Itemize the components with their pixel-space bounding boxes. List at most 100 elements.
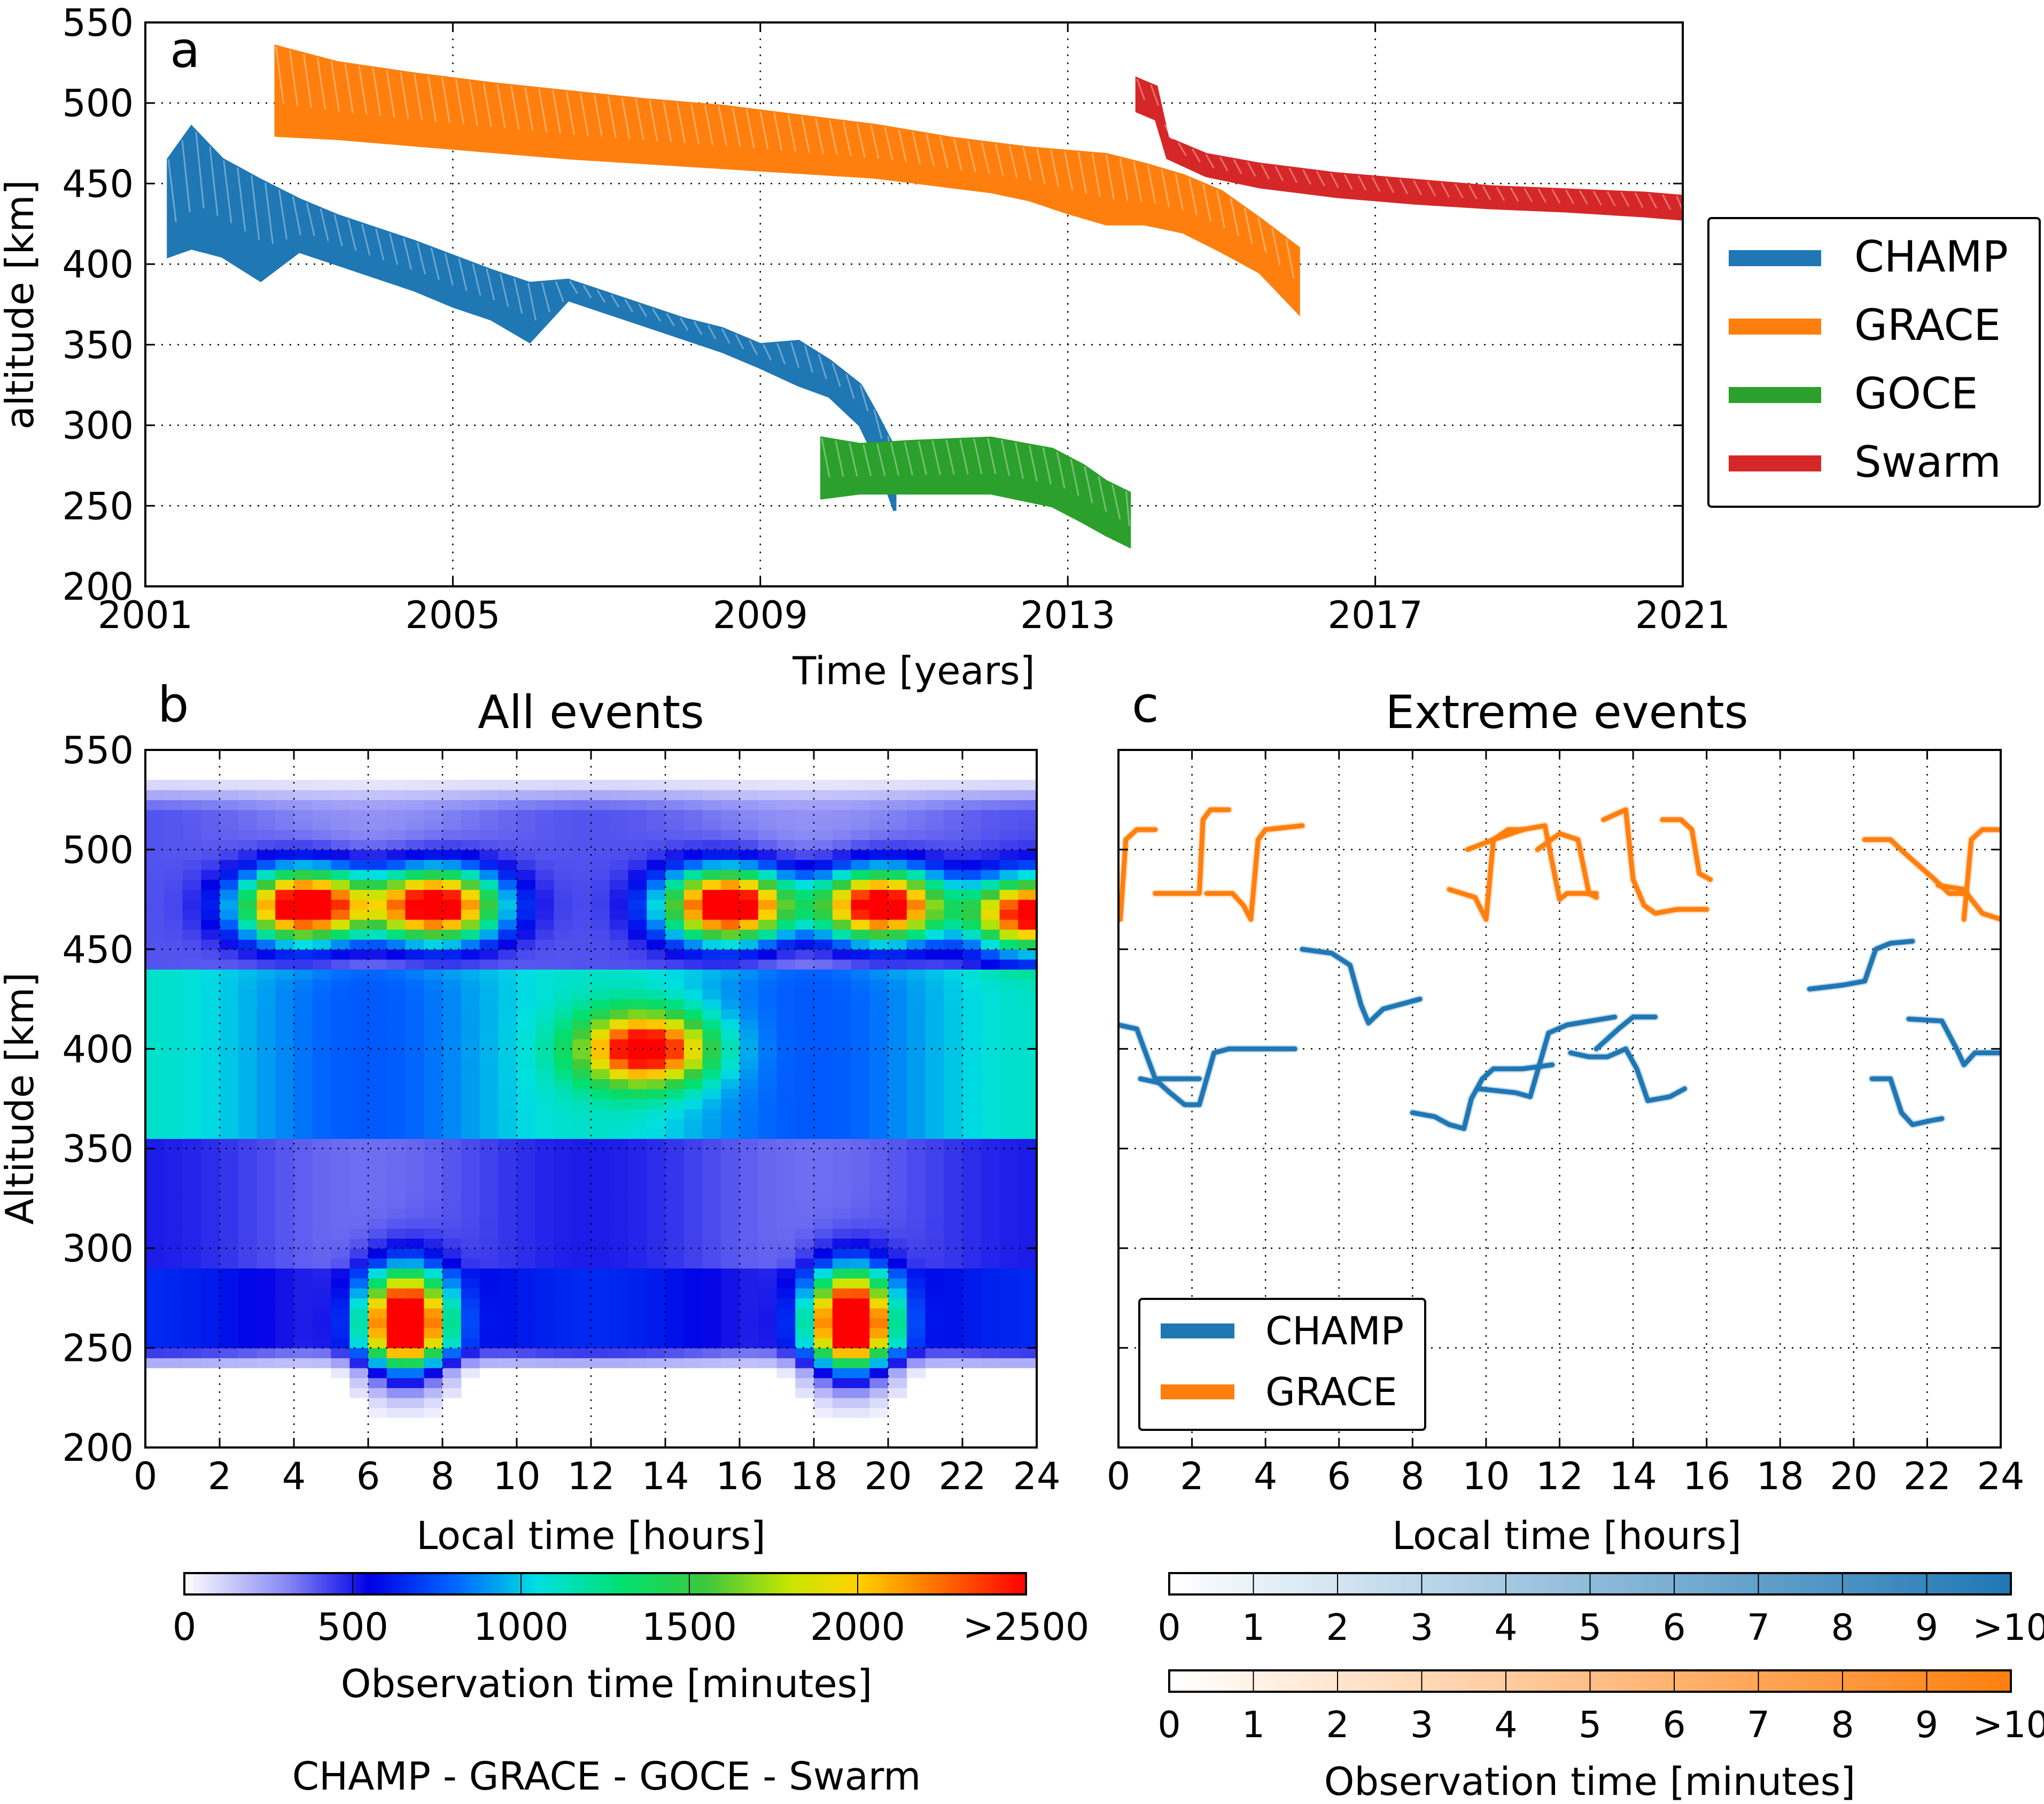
- heatmap-cell: [424, 1158, 443, 1169]
- heatmap-cell: [572, 939, 592, 950]
- heatmap-cell: [647, 1188, 666, 1199]
- heatmap-cell: [572, 779, 592, 791]
- heatmap-cell: [776, 1058, 796, 1070]
- heatmap-cell: [740, 889, 759, 900]
- heatmap-cell: [479, 1318, 499, 1328]
- heatmap-cell: [869, 779, 889, 791]
- heatmap-cell: [999, 889, 1019, 900]
- heatmap-cell: [683, 939, 703, 950]
- heatmap-cell: [461, 1228, 480, 1239]
- heatmap-cell: [424, 1248, 443, 1259]
- heatmap-cell: [683, 1128, 703, 1139]
- heatmap-cell: [517, 1278, 536, 1289]
- heatmap-cell: [405, 1088, 424, 1100]
- heatmap-cell: [554, 869, 573, 880]
- heatmap-cell: [740, 809, 759, 820]
- colorbar-b-tick-label: 1500: [642, 1605, 737, 1649]
- heatmap-cell: [331, 1009, 350, 1020]
- heatmap-cell: [962, 949, 982, 960]
- heatmap-cell: [888, 1367, 907, 1379]
- heatmap-cell: [925, 1058, 944, 1070]
- heatmap-cell: [944, 860, 963, 870]
- heatmap-cell: [554, 1188, 573, 1199]
- heatmap-cell: [145, 989, 165, 1000]
- heatmap-cell: [869, 1058, 889, 1070]
- heatmap-cell: [164, 1248, 183, 1259]
- heatmap-cell: [851, 969, 870, 980]
- heatmap-cell: [312, 1079, 332, 1089]
- heatmap-cell: [665, 1178, 685, 1189]
- heatmap-cell: [981, 789, 1000, 800]
- heatmap-cell: [795, 1358, 814, 1368]
- heatmap-cell: [869, 830, 889, 840]
- heatmap-cell: [832, 830, 852, 840]
- panel-c-xlabel: Local time [hours]: [1392, 1513, 1742, 1558]
- heatmap-cell: [869, 1178, 889, 1189]
- heatmap-cell: [220, 1168, 239, 1179]
- heatmap-cell: [647, 1069, 666, 1079]
- heatmap-cell: [1018, 1039, 1037, 1049]
- heatmap-cell: [832, 1128, 852, 1139]
- heatmap-cell: [740, 1308, 759, 1319]
- heatmap-cell: [294, 789, 313, 800]
- heatmap-cell: [758, 1258, 778, 1269]
- heatmap-cell: [665, 1158, 685, 1169]
- heatmap-cell: [572, 1318, 592, 1328]
- heatmap-cell: [962, 1029, 982, 1040]
- heatmap-cell: [461, 1358, 480, 1368]
- heatmap-cell: [665, 1188, 685, 1199]
- heatmap-cell: [702, 1188, 721, 1199]
- heatmap-cell: [535, 1058, 555, 1070]
- heatmap-cell: [442, 1208, 462, 1219]
- heatmap-cell: [851, 1268, 870, 1279]
- heatmap-cell: [386, 1367, 406, 1379]
- heatmap-cell: [461, 800, 480, 810]
- heatmap-cell: [758, 1058, 778, 1070]
- heatmap-cell: [349, 1328, 369, 1338]
- heatmap-cell: [405, 1248, 424, 1259]
- heatmap-cell: [776, 1228, 796, 1239]
- heatmap-cell: [925, 1238, 944, 1249]
- heatmap-cell: [145, 839, 165, 850]
- heatmap-cell: [461, 1218, 480, 1229]
- heatmap-cell: [368, 1128, 387, 1139]
- heatmap-cell: [424, 809, 443, 820]
- heatmap-cell: [628, 1218, 647, 1229]
- heatmap-cell: [498, 1168, 517, 1179]
- heatmap-cell: [386, 949, 406, 960]
- heatmap-cell: [572, 849, 592, 860]
- heatmap-cell: [999, 1109, 1019, 1119]
- heatmap-cell: [386, 819, 406, 830]
- heatmap-cell: [517, 1328, 536, 1338]
- heatmap-cell: [498, 879, 517, 890]
- heatmap-cell: [275, 959, 294, 970]
- heatmap-cell: [981, 1148, 1000, 1159]
- heatmap-cell: [294, 1198, 313, 1209]
- heatmap-cell: [275, 1268, 294, 1279]
- heatmap-cell: [164, 1098, 183, 1109]
- heatmap-cell: [740, 779, 759, 791]
- heatmap-cell: [609, 1278, 629, 1289]
- heatmap-cell: [832, 869, 852, 880]
- heatmap-cell: [238, 1148, 258, 1159]
- heatmap-cell: [368, 1358, 387, 1368]
- heatmap-cell: [182, 1109, 201, 1119]
- heatmap-cell: [386, 1298, 406, 1309]
- heatmap-cell: [628, 1029, 647, 1040]
- heatmap-cell: [702, 1328, 721, 1338]
- heatmap-cell: [721, 1328, 740, 1338]
- heatmap-cell: [442, 860, 462, 870]
- heatmap-cell: [479, 1029, 499, 1040]
- heatmap-cell: [368, 989, 387, 1000]
- heatmap-cell: [331, 1148, 350, 1159]
- heatmap-cell: [535, 1348, 555, 1358]
- panel-a-ticks: 2001 2005 2009 2013 2017 20212002503003504004…: [62, 1, 1730, 637]
- heatmap-cell: [647, 1238, 666, 1249]
- heatmap-cell: [257, 1208, 276, 1219]
- heatmap-cell: [294, 1318, 313, 1328]
- heatmap-cell: [294, 1109, 313, 1119]
- heatmap-cell: [1018, 1109, 1037, 1119]
- heatmap-cell: [461, 860, 480, 870]
- heatmap-cell: [962, 1238, 982, 1249]
- heatmap-cell: [238, 1109, 258, 1119]
